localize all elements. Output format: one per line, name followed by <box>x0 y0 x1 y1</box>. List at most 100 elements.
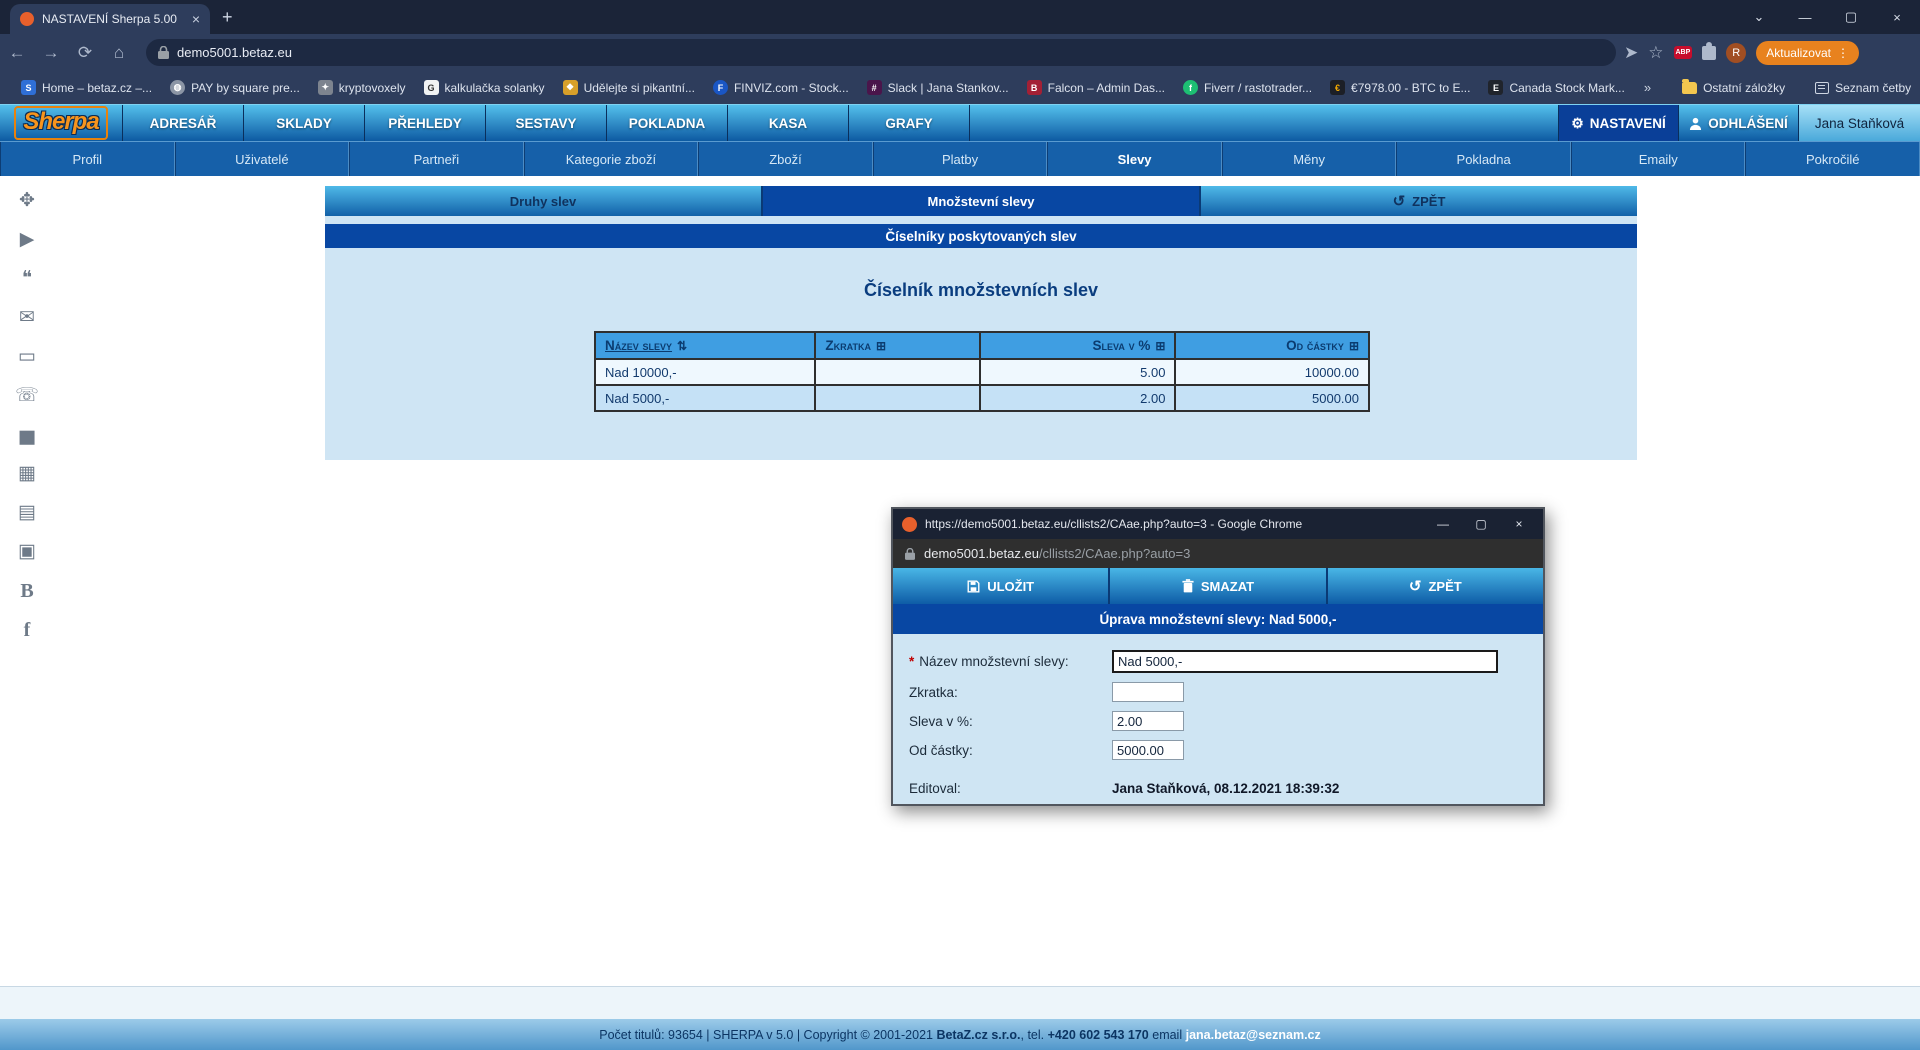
phone-icon[interactable]: ☏ <box>15 385 39 406</box>
cell-nazev[interactable]: Nad 5000,- <box>593 384 817 412</box>
footer-text: Počet titulů: 93654 | SHERPA v 5.0 | Cop… <box>599 1027 1321 1042</box>
subnav-item-emaily[interactable]: Emaily <box>1570 142 1746 176</box>
back-button[interactable]: ← <box>8 42 26 62</box>
profile-avatar[interactable]: R <box>1726 42 1747 63</box>
bookmark-item[interactable]: B Falcon – Admin Das... <box>1018 77 1174 98</box>
subnav-item-meny[interactable]: Měny <box>1221 142 1397 176</box>
window-close-button[interactable]: × <box>1893 9 1901 25</box>
nav-item-prehledy[interactable]: PŘEHLEDY <box>364 105 485 141</box>
video-icon[interactable]: ▶ <box>19 229 35 250</box>
browser-tab[interactable]: NASTAVENÍ Sherpa 5.00 × <box>10 4 210 34</box>
tab-close-icon[interactable]: × <box>191 11 200 27</box>
sherpa-logo[interactable]: Sherpa <box>0 105 122 141</box>
subnav-item-partneri[interactable]: Partneři <box>349 142 524 176</box>
bookmarks-bar: S Home – betaz.cz –... ◍ PAY by square pre… <box>0 71 1920 104</box>
nav-item-kasa[interactable]: KASA <box>727 105 848 141</box>
bookmark-item[interactable]: S Home – betaz.cz –... <box>12 77 161 98</box>
popup-minimize-button[interactable]: — <box>1437 517 1449 531</box>
chat-icon[interactable]: ❝ <box>21 268 33 289</box>
subnav-item-platby[interactable]: Platby <box>872 142 1048 176</box>
popup-close-button[interactable]: × <box>1515 517 1523 531</box>
nav-item-odhlaseni[interactable]: ODHLÁŠENÍ <box>1678 105 1798 141</box>
bookmark-favicon: E <box>1488 80 1504 95</box>
tab-druhy-slev[interactable]: Druhy slev <box>325 186 763 216</box>
register-icon[interactable]: ▣ <box>18 541 36 562</box>
column-header-nazev-slevy[interactable]: Název slevy ⇅ <box>593 331 817 360</box>
nav-item-pokladna[interactable]: POKLADNA <box>606 105 727 141</box>
column-header-zkratka[interactable]: Zkratka ⊞ <box>814 331 982 360</box>
bookmark-item[interactable]: E Canada Stock Mark... <box>1479 77 1633 98</box>
new-tab-button[interactable]: + <box>222 7 233 27</box>
other-bookmarks-button[interactable]: Ostatní záložky <box>1673 78 1794 98</box>
nav-item-grafy[interactable]: GRAFY <box>848 105 969 141</box>
send-icon[interactable]: ➤ <box>1624 42 1639 62</box>
bookmark-item[interactable]: € €7978.00 - BTC to E... <box>1321 77 1479 98</box>
column-header-od-castky[interactable]: Od částky ⊞ <box>1174 331 1370 360</box>
reload-button[interactable]: ⟳ <box>77 42 93 62</box>
amount-threshold-input[interactable] <box>1112 740 1184 760</box>
browser-tab-bar: NASTAVENÍ Sherpa 5.00 × + ⌄ — ▢ × <box>0 0 1920 34</box>
adblock-extension-icon[interactable]: ABP <box>1673 46 1693 59</box>
bookmark-item[interactable]: ◍ PAY by square pre... <box>161 77 309 98</box>
save-button[interactable]: ULOŽIT <box>893 568 1111 604</box>
page-title: Číselník množstevních slev <box>863 280 1099 300</box>
discount-name-input[interactable] <box>1112 650 1498 673</box>
discount-tabs: Druhy slev Množstevní slevy ↺ ZPĚT <box>325 186 1637 216</box>
bookmark-star-icon[interactable]: ☆ <box>1648 42 1664 62</box>
bookmark-item[interactable]: f Fiverr / rastotrader... <box>1174 77 1321 98</box>
extensions-icon[interactable] <box>1702 41 1717 60</box>
grid-icon[interactable]: ⊞ <box>875 339 887 353</box>
monitor-icon[interactable]: ▭ <box>18 346 36 367</box>
reading-list-button[interactable]: Seznam četby <box>1806 78 1920 98</box>
mail-icon[interactable]: ✉ <box>19 307 35 328</box>
subnav-item-zbozi[interactable]: Zboží <box>698 142 873 176</box>
popup-address-bar: demo5001.betaz.eu/cllists2/CAae.php?auto… <box>893 539 1543 568</box>
window-minimize-button[interactable]: — <box>1798 9 1812 25</box>
nav-item-sestavy[interactable]: SESTAVY <box>485 105 606 141</box>
discount-percent-input[interactable] <box>1112 711 1184 731</box>
delete-button[interactable]: SMAZAT <box>1110 568 1328 604</box>
bookmarks-overflow-icon[interactable]: » <box>1643 80 1652 95</box>
facebook-icon[interactable]: f <box>23 619 31 641</box>
subnav-item-uzivatele[interactable]: Uživatelé <box>174 142 350 176</box>
betaz-icon[interactable]: B <box>20 580 34 602</box>
grid-icon[interactable]: ⊞ <box>1348 339 1359 353</box>
document-icon[interactable]: ▤ <box>18 502 36 523</box>
column-header-sleva[interactable]: Sleva v % ⊞ <box>979 331 1177 360</box>
bottom-strip <box>0 986 1920 1019</box>
subnav-item-slevy[interactable]: Slevy <box>1047 142 1222 176</box>
chart-icon[interactable]: ▅ <box>19 424 35 445</box>
nav-item-adresar[interactable]: ADRESÁŘ <box>122 105 243 141</box>
form-row: Zkratka: <box>909 682 1527 702</box>
sort-icon[interactable]: ⇅ <box>677 339 688 353</box>
window-maximize-button[interactable]: ▢ <box>1844 9 1858 24</box>
tab-zpet[interactable]: ↺ ZPĚT <box>1201 186 1637 216</box>
footer-email-link[interactable]: jana.betaz@seznam.cz <box>1185 1027 1321 1042</box>
grid-icon[interactable]: ⊞ <box>1155 339 1166 353</box>
nav-item-nastaveni[interactable]: ⚙ NASTAVENÍ <box>1558 105 1678 141</box>
popup-title-bar[interactable]: https://demo5001.betaz.eu/cllists2/CAae.… <box>893 509 1543 539</box>
calendar-icon[interactable]: ▦ <box>18 463 36 484</box>
bookmark-item[interactable]: ✦ kryptovoxely <box>309 77 415 98</box>
subnav-item-profil[interactable]: Profil <box>0 142 175 176</box>
home-button[interactable]: ⌂ <box>113 42 125 62</box>
nav-item-sklady[interactable]: SKLADY <box>243 105 364 141</box>
window-chevron-icon[interactable]: ⌄ <box>1753 9 1765 24</box>
bookmark-item[interactable]: ❖ Udělejte si pikantní... <box>554 77 704 98</box>
gear-icon: ⚙ <box>1571 114 1584 131</box>
forward-button[interactable]: → <box>42 42 60 62</box>
subnav-item-pokladna[interactable]: Pokladna <box>1396 142 1571 176</box>
abbreviation-input[interactable] <box>1112 682 1184 702</box>
tab-mnozstevni-slevy[interactable]: Množstevní slevy <box>763 186 1201 216</box>
bookmark-item[interactable]: # Slack | Jana Stankov... <box>858 77 1018 98</box>
popup-maximize-button[interactable]: ▢ <box>1475 517 1487 531</box>
bookmark-item[interactable]: F FINVIZ.com - Stock... <box>704 77 858 98</box>
address-bar[interactable]: demo5001.betaz.eu <box>146 39 1616 66</box>
cell-nazev[interactable]: Nad 10000,- <box>593 358 817 386</box>
expand-icon[interactable]: ✥ <box>19 190 35 211</box>
subnav-item-pokrocile[interactable]: Pokročilé <box>1745 142 1920 176</box>
update-browser-button[interactable]: Aktualizovat ⋮ <box>1756 40 1859 65</box>
popup-back-button[interactable]: ↺ ZPĚT <box>1327 568 1543 604</box>
subnav-item-kategorie-zbozi[interactable]: Kategorie zboží <box>523 142 699 176</box>
